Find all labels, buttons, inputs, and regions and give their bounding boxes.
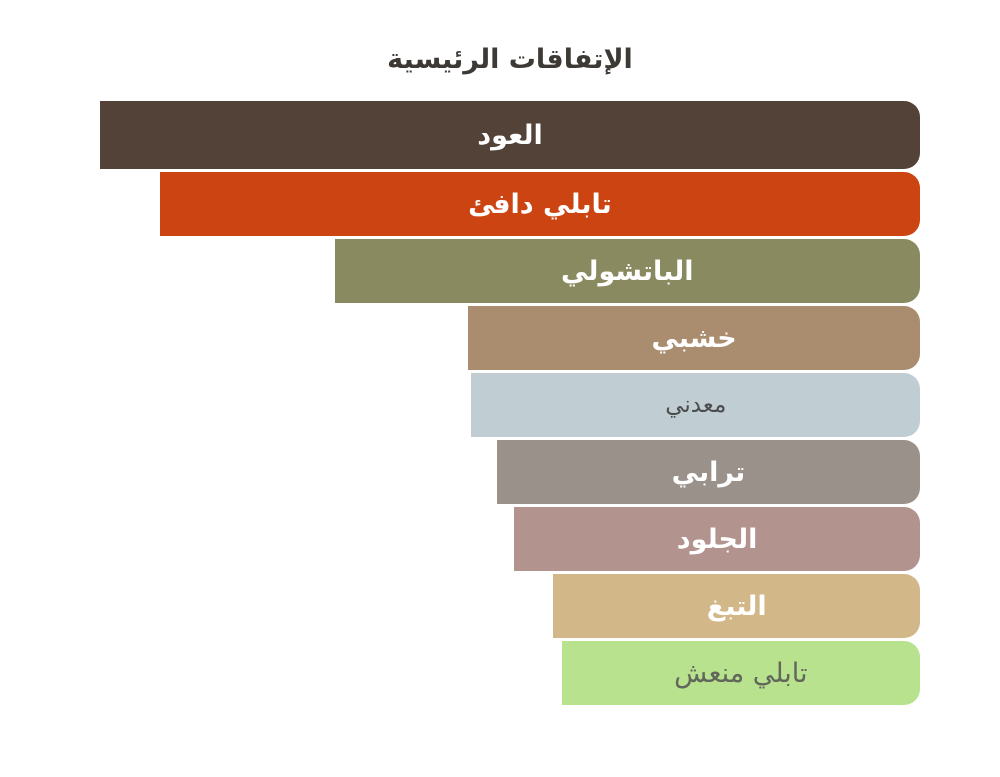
- accord-bar-fresh-spicy: تابلي منعش: [561, 641, 920, 705]
- accord-label-warm-spicy: تابلي دافئ: [468, 188, 612, 220]
- accord-label-leather: الجلود: [676, 523, 758, 555]
- accord-label-woody: خشبي: [651, 322, 737, 354]
- accord-bar-oud: العود: [100, 101, 920, 169]
- accord-label-metallic: معدني: [665, 392, 727, 418]
- accord-label-earthy: ترابي: [671, 456, 746, 488]
- chart-title: الإتفاقات الرئيسية: [387, 44, 633, 75]
- accord-bar-earthy: ترابي: [496, 440, 920, 504]
- main-accords-chart: الإتفاقات الرئيسية العود تابلي دافئ البا…: [100, 44, 920, 708]
- accord-bar-woody: خشبي: [468, 306, 920, 370]
- accord-bar-tobacco: التبغ: [553, 574, 920, 638]
- accord-label-patchouli: الباتشولي: [560, 255, 694, 287]
- accord-bar-patchouli: الباتشولي: [334, 239, 920, 303]
- accord-bar-leather: الجلود: [514, 507, 920, 571]
- accord-bar-warm-spicy: تابلي دافئ: [159, 172, 920, 236]
- accord-label-oud: العود: [477, 119, 543, 151]
- accord-label-tobacco: التبغ: [706, 590, 767, 622]
- accord-label-fresh-spicy: تابلي منعش: [674, 657, 808, 689]
- accord-bar-metallic: معدني: [471, 373, 920, 437]
- accord-bars: العود تابلي دافئ الباتشولي خشبي معدني تر…: [100, 101, 920, 708]
